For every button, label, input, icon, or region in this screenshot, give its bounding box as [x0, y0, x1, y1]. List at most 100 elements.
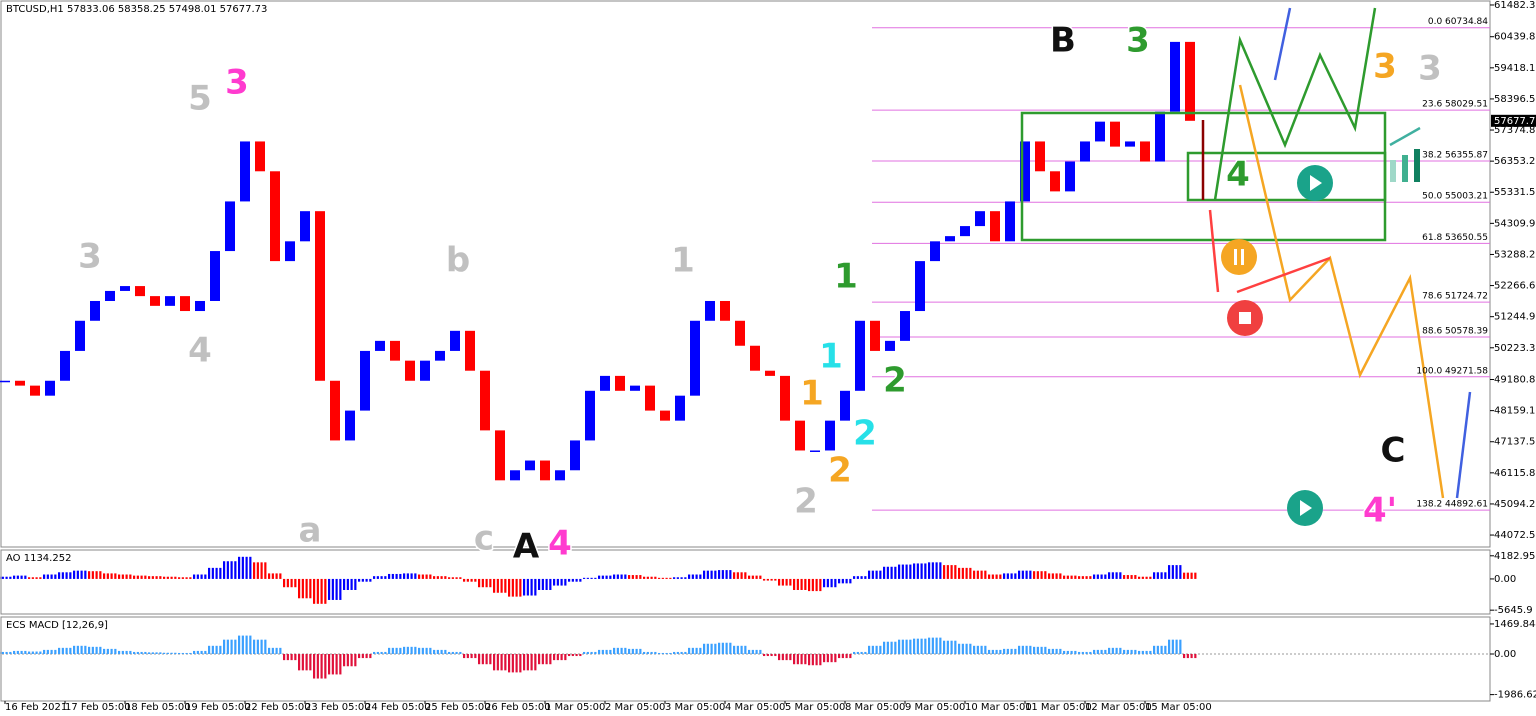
- fib-label: 38.2 56355.87: [1422, 151, 1488, 161]
- macd-bar: [1183, 653, 1186, 659]
- ao-bar: [121, 574, 124, 579]
- macd-bar: [736, 645, 739, 654]
- candle: [120, 286, 130, 291]
- candle: [780, 375, 790, 421]
- x-tick-label: 25 Feb 05:00: [425, 702, 491, 713]
- ao-bar: [691, 574, 694, 579]
- x-tick-label: 24 Feb 05:00: [365, 702, 431, 713]
- macd-bar: [159, 652, 162, 654]
- ao-bar: [886, 566, 889, 579]
- macd-bar: [504, 653, 507, 671]
- macd-bar: [954, 640, 957, 654]
- macd-bar: [1153, 645, 1156, 654]
- ao-bar: [871, 570, 874, 579]
- ao-bar: [601, 575, 604, 579]
- macd-bar: [294, 653, 297, 661]
- candle: [255, 141, 265, 172]
- ao-bar: [526, 578, 529, 596]
- ao-bar: [965, 567, 968, 579]
- macd-bar: [290, 653, 293, 661]
- y-tick-label: 0.00: [1494, 649, 1516, 660]
- candle: [540, 460, 550, 481]
- blue-arrow: [1455, 391, 1472, 499]
- macd-bar: [211, 645, 214, 654]
- macd-bar: [703, 643, 706, 654]
- macd-bar: [508, 653, 511, 673]
- macd-bar: [1149, 650, 1152, 654]
- ao-bar: [395, 573, 398, 579]
- ao-bar: [298, 578, 301, 599]
- ao-bar: [508, 578, 511, 597]
- macd-bar: [103, 648, 106, 654]
- ao-bar: [1104, 574, 1107, 579]
- ao-bar: [804, 578, 807, 590]
- pause-icon: [1221, 239, 1257, 275]
- wave-label: 3: [78, 237, 102, 277]
- ao-bar: [5, 576, 8, 579]
- ao-bar: [541, 578, 544, 590]
- macd-bar: [939, 637, 942, 654]
- macd-bar: [421, 647, 424, 654]
- ao-bar: [1138, 576, 1141, 579]
- macd-bar: [380, 651, 383, 654]
- ao-bar: [556, 578, 559, 586]
- ao-bar: [253, 562, 256, 579]
- candle: [900, 311, 910, 341]
- ao-bar: [793, 578, 796, 590]
- candle: [45, 380, 55, 396]
- macd-bar: [1059, 648, 1062, 654]
- ao-bar: [1036, 571, 1039, 579]
- macd-bar: [268, 647, 271, 654]
- y-tick-label: 59418.15: [1494, 63, 1536, 74]
- macd-bar: [609, 649, 612, 654]
- macd-bar: [403, 646, 406, 654]
- ao-bar: [489, 578, 492, 588]
- ao-bar: [1044, 571, 1047, 579]
- candle: [420, 360, 430, 381]
- ao-bar: [586, 577, 589, 579]
- ao-bar: [725, 570, 728, 579]
- ao-bar: [50, 574, 53, 579]
- ao-bar: [403, 573, 406, 579]
- y-tick-label: 48159.15: [1494, 406, 1536, 417]
- ao-bar: [920, 563, 923, 579]
- macd-bar: [1010, 648, 1013, 654]
- ao-bar: [733, 572, 736, 579]
- macd-bar: [868, 645, 871, 654]
- macd-bar: [335, 653, 338, 675]
- ao-bar: [568, 578, 571, 582]
- ao-bar: [73, 570, 76, 579]
- candle: [270, 171, 280, 262]
- macd-bar: [560, 653, 563, 661]
- wave-label: 1: [834, 257, 858, 297]
- macd-bar: [781, 653, 784, 661]
- macd-bar: [973, 645, 976, 654]
- ao-bar: [661, 577, 664, 579]
- ao-bar: [470, 578, 473, 582]
- y-tick-label: -5645.9: [1494, 605, 1533, 616]
- candle: [1035, 141, 1045, 172]
- macd-bar: [249, 635, 252, 654]
- macd-bar: [1138, 650, 1141, 654]
- ao-bar: [1108, 572, 1111, 579]
- macd-bar: [710, 643, 713, 654]
- macd-bar: [579, 653, 582, 657]
- macd-bar: [856, 651, 859, 654]
- candle: [795, 420, 805, 451]
- macd-bar: [590, 651, 593, 654]
- macd-bar: [1074, 650, 1077, 654]
- bars-icon: [1390, 160, 1396, 182]
- ao-bar: [688, 574, 691, 579]
- candle: [1110, 121, 1120, 147]
- macd-bar: [1171, 639, 1174, 654]
- macd-bar: [751, 649, 754, 654]
- ao-bar: [796, 578, 799, 590]
- ao-bar: [605, 575, 608, 579]
- macd-bar: [793, 653, 796, 665]
- ao-bar: [808, 578, 811, 592]
- ao-bar: [125, 574, 128, 579]
- ao-bar: [301, 578, 304, 599]
- ao-bar: [376, 576, 379, 579]
- macd-bar: [331, 653, 334, 675]
- candle: [135, 286, 145, 297]
